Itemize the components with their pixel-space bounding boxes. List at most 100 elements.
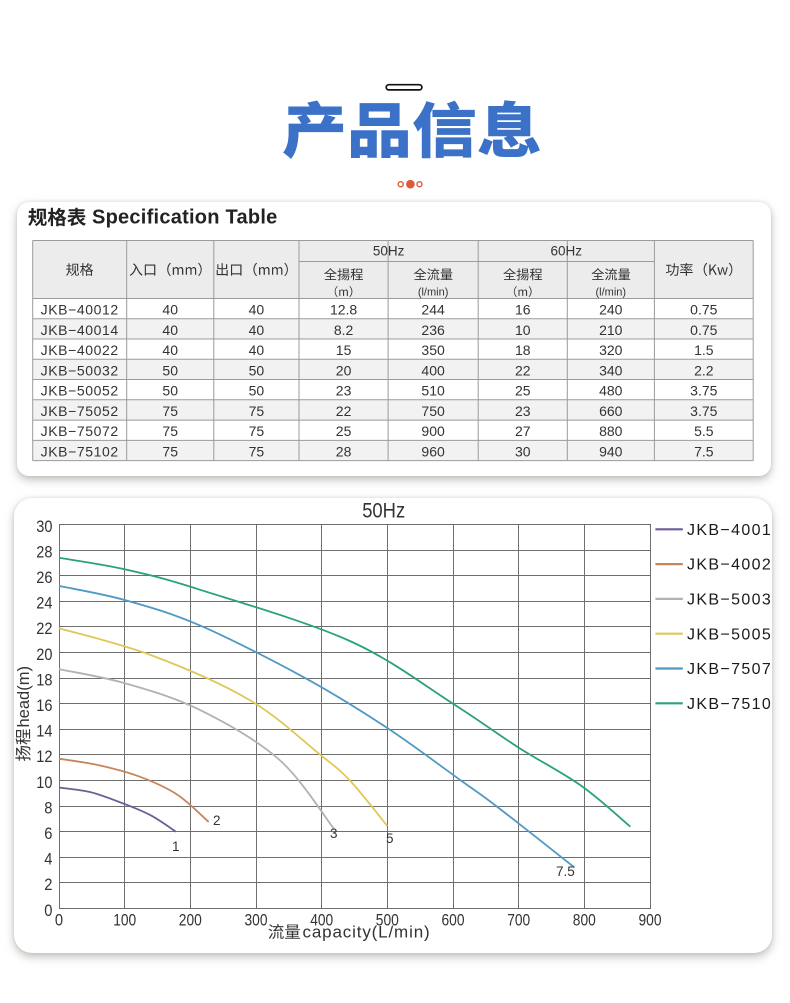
svg-text:350: 350 bbox=[421, 342, 445, 358]
svg-text:0.75: 0.75 bbox=[690, 302, 717, 318]
svg-text:50Hz: 50Hz bbox=[373, 244, 405, 259]
svg-text:20: 20 bbox=[36, 646, 52, 664]
svg-text:23: 23 bbox=[515, 403, 531, 419]
svg-text:23: 23 bbox=[336, 383, 352, 399]
svg-text:3.75: 3.75 bbox=[690, 383, 717, 399]
svg-text:40: 40 bbox=[162, 322, 178, 338]
svg-text:500: 500 bbox=[376, 912, 399, 930]
svg-text:50: 50 bbox=[249, 383, 265, 399]
svg-text:0.75: 0.75 bbox=[690, 322, 717, 338]
svg-text:8.2: 8.2 bbox=[334, 322, 354, 338]
svg-text:JKB−7510: JKB−7510 bbox=[687, 696, 772, 713]
svg-text:6: 6 bbox=[44, 825, 52, 843]
svg-text:900: 900 bbox=[421, 423, 445, 439]
svg-text:100: 100 bbox=[113, 912, 136, 930]
svg-text:18: 18 bbox=[515, 342, 531, 358]
svg-text:50Hz: 50Hz bbox=[362, 500, 405, 523]
svg-text:510: 510 bbox=[421, 383, 445, 399]
svg-text:4: 4 bbox=[44, 851, 52, 869]
svg-text:12.8: 12.8 bbox=[330, 302, 357, 318]
svg-text:0: 0 bbox=[44, 902, 52, 920]
svg-text:16: 16 bbox=[515, 302, 531, 318]
svg-text:JKB−75052: JKB−75052 bbox=[41, 403, 119, 419]
svg-text:200: 200 bbox=[179, 912, 202, 930]
svg-text:75: 75 bbox=[249, 423, 265, 439]
svg-text:1.5: 1.5 bbox=[694, 342, 714, 358]
svg-text:940: 940 bbox=[599, 444, 623, 460]
svg-text:30: 30 bbox=[36, 518, 52, 536]
svg-text:75: 75 bbox=[249, 444, 265, 460]
svg-text:25: 25 bbox=[336, 423, 352, 439]
svg-text:750: 750 bbox=[421, 403, 445, 419]
svg-text:10: 10 bbox=[36, 774, 52, 792]
svg-text:12: 12 bbox=[36, 748, 52, 766]
svg-text:60Hz: 60Hz bbox=[551, 244, 583, 259]
svg-text:1: 1 bbox=[172, 839, 180, 854]
svg-text:JKB−4001: JKB−4001 bbox=[687, 522, 772, 539]
svg-text:JKB−40012: JKB−40012 bbox=[41, 302, 119, 318]
svg-text:400: 400 bbox=[421, 362, 445, 378]
svg-text:800: 800 bbox=[573, 912, 596, 930]
svg-text:75: 75 bbox=[162, 423, 178, 439]
svg-text:20: 20 bbox=[336, 362, 352, 378]
svg-text:27: 27 bbox=[515, 423, 531, 439]
svg-text:capacity(L/min): capacity(L/min) bbox=[303, 922, 431, 941]
svg-text:15: 15 bbox=[336, 342, 352, 358]
svg-text:2: 2 bbox=[44, 876, 52, 894]
svg-text:0: 0 bbox=[55, 912, 63, 930]
svg-text:700: 700 bbox=[507, 912, 530, 930]
svg-text:22: 22 bbox=[36, 620, 52, 638]
svg-text:960: 960 bbox=[421, 444, 445, 460]
svg-text:16: 16 bbox=[36, 697, 52, 715]
svg-text:head(m): head(m) bbox=[15, 666, 33, 727]
svg-text:40: 40 bbox=[249, 342, 265, 358]
svg-text:340: 340 bbox=[599, 362, 623, 378]
svg-text:3: 3 bbox=[330, 826, 338, 841]
svg-text:210: 210 bbox=[599, 322, 623, 338]
svg-text:7.5: 7.5 bbox=[694, 444, 714, 460]
svg-text:320: 320 bbox=[599, 342, 623, 358]
svg-text:75: 75 bbox=[162, 444, 178, 460]
svg-text:28: 28 bbox=[36, 543, 52, 561]
svg-text:JKB−40022: JKB−40022 bbox=[41, 342, 119, 358]
svg-text:18: 18 bbox=[36, 671, 52, 689]
svg-text:30: 30 bbox=[515, 444, 531, 460]
svg-text:50: 50 bbox=[162, 362, 178, 378]
svg-text:24: 24 bbox=[36, 595, 52, 613]
svg-text:JKB−50032: JKB−50032 bbox=[41, 362, 119, 378]
svg-text:(l/min): (l/min) bbox=[418, 286, 449, 298]
svg-text:JKB−4002: JKB−4002 bbox=[687, 557, 772, 574]
svg-text:2.2: 2.2 bbox=[694, 362, 714, 378]
svg-text:7.5: 7.5 bbox=[556, 864, 575, 879]
svg-text:2: 2 bbox=[213, 813, 221, 828]
svg-text:75: 75 bbox=[162, 403, 178, 419]
svg-text:14: 14 bbox=[36, 723, 52, 741]
svg-text:JKB−7507: JKB−7507 bbox=[687, 661, 772, 678]
svg-text:880: 880 bbox=[599, 423, 623, 439]
svg-text:40: 40 bbox=[249, 322, 265, 338]
svg-text:Specification Table: Specification Table bbox=[92, 207, 278, 229]
svg-text:240: 240 bbox=[599, 302, 623, 318]
svg-text:660: 660 bbox=[599, 403, 623, 419]
svg-text:300: 300 bbox=[245, 912, 268, 930]
svg-text:25: 25 bbox=[515, 383, 531, 399]
svg-text:40: 40 bbox=[162, 302, 178, 318]
svg-text:28: 28 bbox=[336, 444, 352, 460]
svg-text:5: 5 bbox=[386, 831, 394, 846]
svg-text:40: 40 bbox=[249, 302, 265, 318]
svg-text:22: 22 bbox=[336, 403, 352, 419]
svg-text:236: 236 bbox=[421, 322, 445, 338]
svg-text:JKB−5003: JKB−5003 bbox=[687, 592, 772, 609]
svg-text:5.5: 5.5 bbox=[694, 423, 714, 439]
svg-text:JKB−50052: JKB−50052 bbox=[41, 383, 119, 399]
svg-text:26: 26 bbox=[36, 569, 52, 587]
svg-text:JKB−75102: JKB−75102 bbox=[41, 444, 119, 460]
svg-text:JKB−40014: JKB−40014 bbox=[41, 322, 119, 338]
svg-text:50: 50 bbox=[249, 362, 265, 378]
svg-text:10: 10 bbox=[515, 322, 531, 338]
svg-text:22: 22 bbox=[515, 362, 531, 378]
svg-text:JKB−75072: JKB−75072 bbox=[41, 423, 119, 439]
svg-text:50: 50 bbox=[162, 383, 178, 399]
svg-text:40: 40 bbox=[162, 342, 178, 358]
svg-text:(l/min): (l/min) bbox=[596, 286, 627, 298]
